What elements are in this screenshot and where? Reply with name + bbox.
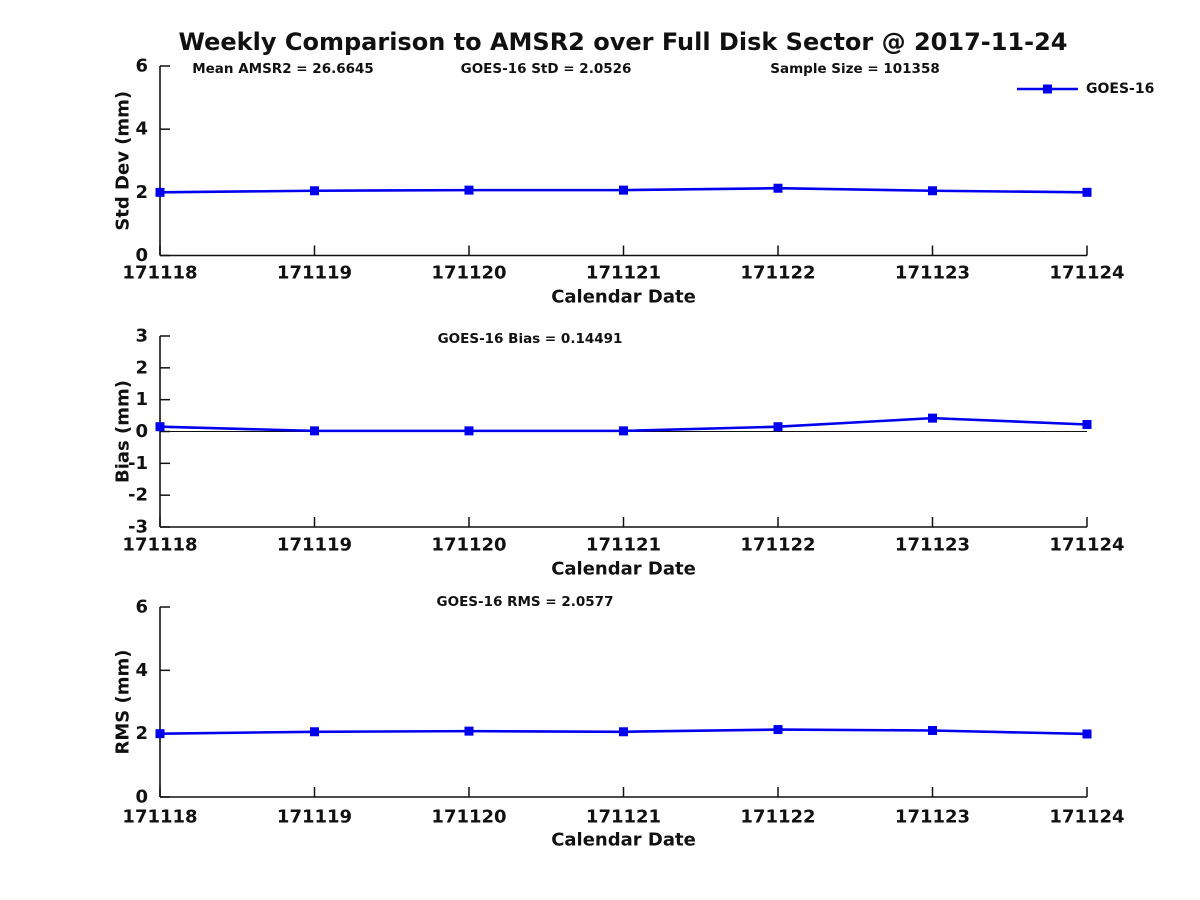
x-tick-label: 171120 [431,807,506,828]
x-tick-label: 171122 [740,263,815,284]
legend-entry-label: GOES-16 [1086,81,1154,97]
y-tick-label: 2 [135,723,148,744]
y-tick-label: 2 [135,357,148,378]
x-tick-label: 171124 [1049,263,1124,284]
x-axis-title: Calendar Date [551,287,696,308]
y-axis-title: RMS (mm) [113,650,134,755]
y-tick-label: 6 [135,597,148,618]
x-tick-label: 171124 [1049,807,1124,828]
y-tick-label: 4 [135,660,148,681]
x-tick-label: 171118 [122,535,197,556]
figure-title: Weekly Comparison to AMSR2 over Full Dis… [178,28,1068,56]
y-tick-label: -1 [128,453,148,474]
series-marker [310,727,319,737]
x-tick-label: 171124 [1049,535,1124,556]
x-tick-label: 171118 [122,807,197,828]
x-tick-label: 171123 [895,535,970,556]
x-tick-label: 171120 [431,263,506,284]
series-marker [464,426,474,436]
x-tick-label: 171123 [895,263,970,284]
series-marker [1082,419,1092,429]
series-marker [619,426,628,436]
annotation-text: GOES-16 StD = 2.0526 [461,61,632,77]
series-marker [310,426,319,436]
y-tick-label: 4 [135,119,148,140]
series-marker [619,185,628,195]
x-tick-label: 171118 [122,263,197,284]
x-axis-title: Calendar Date [551,559,696,580]
series-marker [928,413,937,423]
y-tick-label: 0 [135,245,148,266]
series-marker [928,186,937,196]
series-marker [773,422,783,432]
series-marker [773,183,783,193]
x-axis-title: Calendar Date [551,830,696,851]
annotation-text: GOES-16 Bias = 0.14491 [438,331,623,347]
annotation-text: GOES-16 RMS = 2.0577 [437,594,614,610]
y-tick-label: 3 [135,326,148,347]
series-marker [155,187,165,197]
series-marker [310,186,319,196]
series-marker [155,422,165,432]
x-tick-label: 171120 [431,535,506,556]
y-tick-label: 6 [135,56,148,77]
series-marker [1082,729,1092,739]
y-tick-label: 2 [135,182,148,203]
x-tick-label: 171121 [586,535,661,556]
series-marker [928,726,937,735]
series-marker [464,726,474,736]
series-marker [155,729,165,739]
legend-marker [1043,84,1052,94]
y-tick-label: 0 [135,787,148,808]
x-tick-label: 171122 [740,535,815,556]
series-marker [619,727,628,737]
x-tick-label: 171119 [277,535,352,556]
x-tick-label: 171119 [277,807,352,828]
series-marker [773,725,783,735]
series-marker [1082,187,1092,197]
annotation-text: Sample Size = 101358 [770,61,939,77]
y-axis-title: Std Dev (mm) [113,91,134,231]
x-tick-label: 171121 [586,263,661,284]
x-tick-label: 171121 [586,807,661,828]
y-tick-label: 0 [135,421,148,442]
y-tick-label: -3 [128,517,148,538]
y-tick-label: -2 [128,485,148,506]
x-tick-label: 171123 [895,807,970,828]
x-tick-label: 171122 [740,807,815,828]
x-tick-label: 171119 [277,263,352,284]
series-marker [464,185,474,195]
y-tick-label: 1 [135,389,148,410]
annotation-text: Mean AMSR2 = 26.6645 [192,61,374,77]
y-axis-title: Bias (mm) [113,380,134,483]
